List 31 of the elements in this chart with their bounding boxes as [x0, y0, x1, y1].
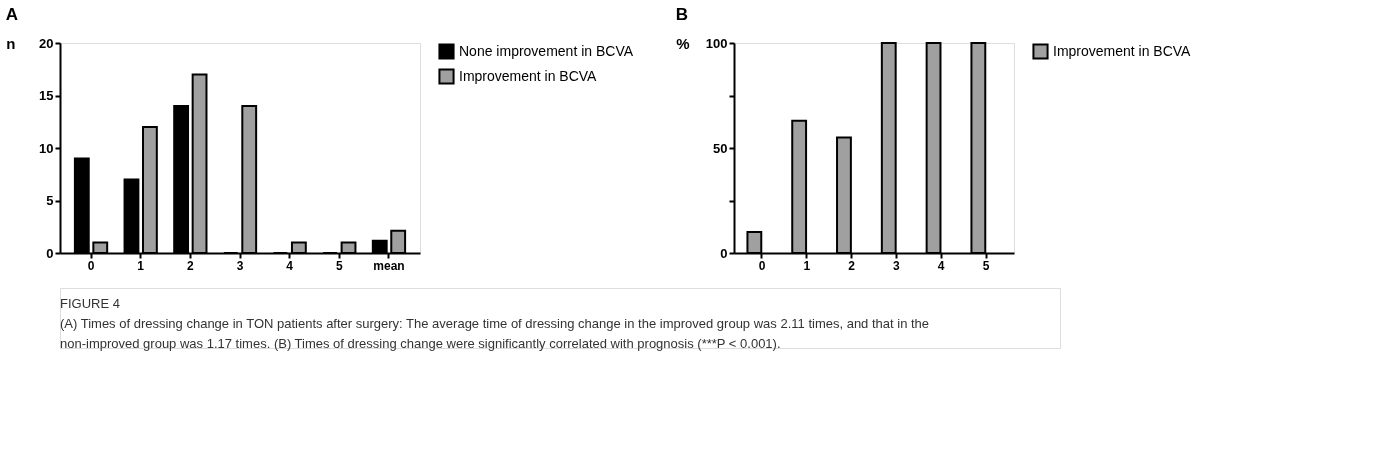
x-tick-label: 2 — [187, 258, 194, 273]
y-tick-label: 50 — [713, 140, 728, 156]
chart-title: B — [675, 5, 688, 24]
y-tick-label: 20 — [39, 35, 54, 51]
y-tick-label: 10 — [39, 140, 54, 156]
x-tick-label: 1 — [803, 258, 811, 273]
x-tick-label: mean — [373, 258, 405, 273]
x-tick-label: 0 — [87, 258, 95, 273]
x-tick-label: 0 — [758, 258, 766, 273]
y-tick-label: 100 — [705, 35, 728, 51]
legend-label: None improvement in BCVA — [459, 42, 634, 59]
y-tick-label: 15 — [39, 88, 54, 103]
y-axis-title: % — [676, 34, 690, 52]
x-tick-label: 5 — [335, 258, 343, 273]
legend-label: Improvement in BCVA — [459, 67, 598, 84]
x-tick-label: 4 — [286, 258, 294, 273]
caption: FIGURE 4 — [60, 296, 120, 311]
x-tick-label: 3 — [236, 258, 244, 273]
y-tick-label: 0 — [720, 245, 728, 261]
y-axis-title: n — [6, 34, 16, 52]
y-tick-label: 5 — [46, 193, 54, 208]
chart-title: A — [5, 5, 19, 24]
x-tick-label: 3 — [893, 258, 901, 273]
x-tick-label: 2 — [848, 258, 856, 273]
x-tick-label: 4 — [937, 258, 945, 273]
x-tick-label: 5 — [982, 258, 990, 273]
legend-label: Improvement in BCVA — [1053, 42, 1192, 59]
text: non-improved group was 1.17 times. (B) Times of dressing change were significantly correlated with prognosis (***P < 0.001). — [60, 336, 781, 351]
text: (A) Times of dressing change in TON patients after surgery: The average time of dressing change in the improved group was 2.11 times, and that in the — [60, 316, 930, 331]
x-tick-label: 1 — [137, 258, 145, 273]
y-tick-label: 0 — [46, 245, 54, 261]
